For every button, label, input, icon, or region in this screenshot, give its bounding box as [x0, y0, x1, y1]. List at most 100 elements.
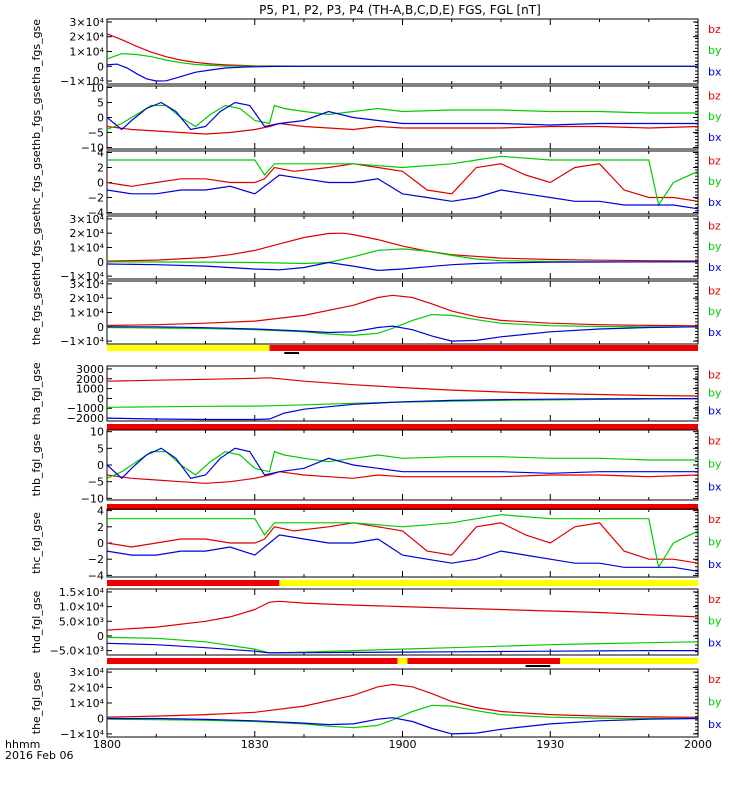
series-bz-line — [106, 163, 699, 202]
x-tick-label: 1930 — [536, 738, 564, 751]
series-label-bz: bz — [708, 673, 721, 686]
y-axis-label: thd_fgl_gse — [30, 590, 43, 653]
y-tick-label: −4 — [88, 207, 104, 220]
figure-title: P5, P1, P2, P3, P4 (TH-A,B,C,D,E) FGS, F… — [259, 3, 541, 17]
series-label-bx: bx — [708, 718, 722, 731]
panel-thb_fgl_gse: 10 5 0 −5 −10 thb_fgl_gse bz by bx — [30, 426, 722, 510]
series-label-bz: bz — [708, 219, 721, 232]
y-tick-label: −1×10⁴ — [60, 335, 104, 348]
series-label-bz: bz — [708, 154, 721, 167]
series-bz-line — [106, 377, 699, 397]
y-tick-label: 3×10⁴ — [69, 213, 104, 226]
y-tick-label: −10 — [81, 492, 104, 505]
series-label-bz: bz — [708, 368, 721, 381]
y-tick-label: 4 — [97, 505, 104, 518]
y-axis-label: thb_fgl_gse — [30, 433, 43, 496]
series-bx-line — [106, 261, 699, 272]
x-tick-label: 1830 — [241, 738, 269, 751]
y-tick-label: 10 — [90, 82, 104, 95]
panel-frame — [106, 668, 699, 738]
series-bx-line — [106, 534, 699, 572]
y-tick-label: −1×10⁴ — [60, 75, 104, 88]
series-label-by: by — [708, 44, 722, 57]
series-label-by: by — [708, 536, 722, 549]
y-tick-label: 0 — [97, 459, 104, 472]
series-label-by: by — [708, 110, 722, 123]
series-bx-line — [106, 447, 698, 480]
series-by-line — [106, 398, 699, 408]
y-tick-label: 2 — [97, 521, 104, 534]
y-tick-label: 5 — [97, 442, 104, 455]
y-tick-label: 5 — [97, 97, 104, 110]
series-bz-line — [106, 600, 699, 631]
y-tick-label: 0 — [97, 321, 104, 334]
panel-frame — [106, 365, 699, 422]
y-tick-label: 10 — [90, 426, 104, 439]
y-tick-label: 4 — [97, 147, 104, 160]
y-tick-label: 2×10⁴ — [69, 292, 104, 305]
y-tick-label: 1×10⁴ — [69, 46, 104, 59]
y-axis-label: tha_fgl_gse — [30, 362, 43, 425]
y-tick-label: −10 — [81, 142, 104, 155]
series-bx-line — [106, 101, 698, 131]
series-label-bx: bx — [708, 131, 722, 144]
y-axis-label: the_fgs_gse — [30, 280, 43, 345]
series-label-bx: bx — [708, 636, 722, 649]
panel-frame — [106, 280, 699, 345]
y-tick-label: 0 — [97, 112, 104, 125]
series-label-bx: bx — [708, 405, 722, 418]
series-label-by: by — [708, 240, 722, 253]
series-label-bx: bx — [708, 481, 722, 494]
series-label-bx: bx — [708, 261, 722, 274]
series-bx-line — [106, 398, 699, 421]
x-tick-labels: 1800 1830 1900 1930 2000 — [93, 738, 712, 751]
y-axis-label: tha_fgs_gse — [30, 19, 43, 84]
y-tick-label: 3×10⁴ — [69, 666, 104, 679]
panel-frame — [106, 85, 699, 150]
panel-frame — [106, 18, 699, 85]
y-tick-label: 1×10⁴ — [69, 307, 104, 320]
series-label-bx: bx — [708, 558, 722, 571]
series-label-bz: bz — [708, 435, 721, 448]
y-tick-label: 0 — [97, 256, 104, 269]
y-tick-label: 2×10⁴ — [69, 31, 104, 44]
series-by-line — [106, 450, 698, 479]
series-bz-line — [106, 33, 698, 67]
series-by-line — [106, 104, 698, 131]
quality-bar-segment — [397, 658, 408, 664]
y-tick-label: 5.0×10³ — [59, 615, 104, 628]
y-tick-label: 0 — [97, 177, 104, 190]
y-tick-label: −5 — [88, 476, 104, 489]
quality-bar-segment — [107, 658, 398, 664]
series-label-bx: bx — [708, 326, 722, 339]
y-axis-label: the_fgl_gse — [30, 672, 43, 735]
series-label-by: by — [708, 458, 722, 471]
y-tick-label: 1.5×10⁴ — [59, 586, 105, 599]
series-label-bx: bx — [708, 196, 722, 209]
series-label-by: by — [708, 615, 722, 628]
series-label-bx: bx — [708, 66, 722, 79]
y-tick-label: −5.0×10³ — [50, 645, 104, 658]
y-tick-label: −2 — [88, 192, 104, 205]
y-tick-label: 2000 — [76, 373, 104, 386]
y-tick-label: 0 — [97, 712, 104, 725]
series-bx-line — [107, 717, 699, 735]
series-by-line — [106, 636, 699, 654]
y-tick-label: −5 — [88, 127, 104, 140]
y-tick-label: −1×10⁴ — [60, 270, 104, 283]
panel-thb_fgs_gse: 10 5 0 −5 −10 thb_fgs_gse bz by bx — [30, 82, 722, 155]
series-by-line — [106, 313, 698, 337]
y-tick-label: 2 — [97, 162, 104, 175]
y-axis-label: thc_fgs_gse — [30, 150, 43, 215]
y-tick-label: −2 — [88, 553, 104, 566]
x-tick-label: 1800 — [93, 738, 121, 751]
series-bx-line — [106, 63, 698, 82]
quality-bar-marker — [525, 665, 551, 667]
y-axis-label: thd_fgs_gse — [30, 215, 43, 281]
y-tick-label: 3×10⁴ — [69, 278, 104, 291]
series-by-line — [107, 514, 699, 569]
series-bz-line — [106, 471, 699, 484]
